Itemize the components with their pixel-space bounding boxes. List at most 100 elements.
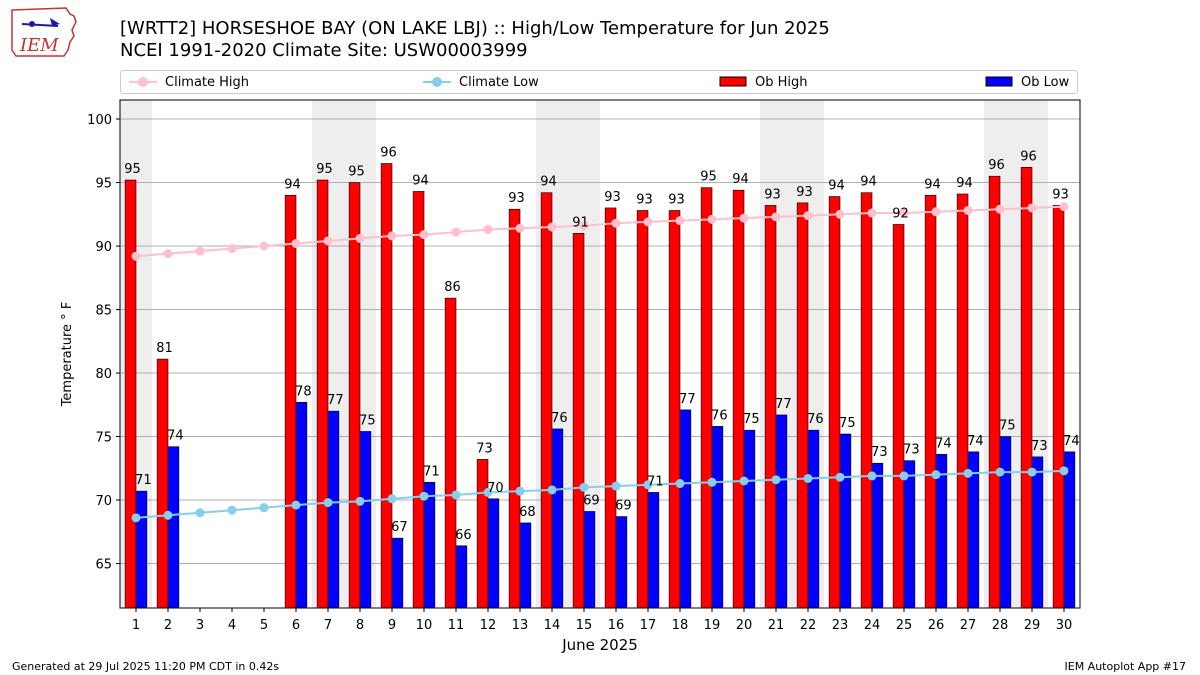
ob-high-value-label: 95 bbox=[348, 165, 365, 180]
ob-low-bar bbox=[423, 481, 436, 609]
x-tick-label: 21 bbox=[768, 618, 785, 633]
ob-low-bar bbox=[551, 428, 564, 609]
legend-item-climate-low: Climate Low bbox=[423, 71, 539, 93]
x-tick-label: 26 bbox=[928, 618, 945, 633]
x-tick-label: 23 bbox=[832, 618, 849, 633]
legend-line-marker-icon bbox=[129, 77, 157, 87]
legend-box-icon bbox=[719, 76, 747, 87]
x-tick-label: 14 bbox=[544, 618, 561, 633]
climate-low-point bbox=[419, 491, 429, 501]
x-tick-label: 6 bbox=[292, 618, 300, 633]
y-tick-label: 100 bbox=[87, 113, 112, 128]
x-tick-label: 18 bbox=[672, 618, 689, 633]
climate-high-point bbox=[387, 231, 397, 241]
x-tick-label: 17 bbox=[640, 618, 657, 633]
climate-low-point bbox=[675, 479, 685, 489]
x-axis-label: June 2025 bbox=[561, 636, 638, 654]
x-tick-label: 1 bbox=[132, 618, 140, 633]
x-tick-label: 9 bbox=[388, 618, 396, 633]
ob-low-bar bbox=[903, 460, 916, 609]
climate-high-point bbox=[899, 208, 909, 218]
climate-low-point bbox=[323, 498, 333, 508]
climate-high-point bbox=[963, 205, 973, 215]
x-tick-label: 29 bbox=[1024, 618, 1041, 633]
climate-high-point bbox=[995, 204, 1005, 214]
climate-high-point bbox=[323, 236, 333, 246]
x-tick-label: 30 bbox=[1056, 618, 1073, 633]
ob-high-value-label: 96 bbox=[1020, 149, 1037, 164]
ob-low-bar bbox=[135, 490, 148, 609]
x-tick-label: 22 bbox=[800, 618, 817, 633]
ob-low-value-label: 76 bbox=[551, 411, 568, 426]
ob-low-bar bbox=[743, 429, 756, 609]
ob-high-value-label: 94 bbox=[860, 175, 877, 190]
ob-high-value-label: 95 bbox=[700, 170, 717, 185]
ob-high-value-label: 73 bbox=[476, 441, 493, 456]
legend-item-climate-high: Climate High bbox=[129, 71, 249, 93]
climate-high-point bbox=[835, 209, 845, 219]
ob-low-bar bbox=[711, 426, 724, 609]
ob-high-bar bbox=[508, 208, 521, 609]
climate-high-point bbox=[355, 233, 365, 243]
ob-low-bar bbox=[1063, 451, 1076, 609]
ob-low-bar bbox=[327, 410, 340, 609]
climate-low-point bbox=[291, 500, 301, 510]
iowa-map-icon: IEM bbox=[11, 7, 77, 57]
ob-low-bar bbox=[519, 522, 532, 609]
ob-high-bar bbox=[604, 207, 617, 609]
ob-low-value-label: 73 bbox=[903, 443, 920, 458]
y-axis-label: Temperature ° F bbox=[60, 302, 75, 408]
climate-high-point bbox=[451, 227, 461, 237]
ob-high-value-label: 94 bbox=[732, 172, 749, 187]
ob-low-bar bbox=[839, 433, 852, 609]
ob-high-bar bbox=[1020, 167, 1033, 609]
ob-high-bar bbox=[988, 175, 1001, 609]
ob-high-bar bbox=[860, 192, 873, 609]
legend-label-climate-high: Climate High bbox=[165, 74, 250, 90]
ob-high-bar bbox=[540, 192, 553, 609]
climate-high-point bbox=[707, 214, 717, 224]
ob-low-value-label: 77 bbox=[327, 393, 344, 408]
climate-low-point bbox=[387, 494, 397, 504]
ob-low-value-label: 71 bbox=[423, 464, 440, 479]
climate-low-point bbox=[995, 467, 1005, 477]
climate-high-point bbox=[483, 225, 493, 235]
ob-high-value-label: 86 bbox=[444, 280, 461, 295]
ob-low-value-label: 66 bbox=[455, 528, 472, 543]
climate-low-point bbox=[899, 471, 909, 481]
ob-low-value-label: 74 bbox=[967, 434, 984, 449]
plot-frame bbox=[119, 99, 1081, 609]
x-tick-label: 11 bbox=[448, 618, 465, 633]
ob-high-value-label: 93 bbox=[796, 185, 813, 200]
ob-low-value-label: 74 bbox=[1063, 434, 1080, 449]
app-id: IEM Autoplot App #17 bbox=[1064, 660, 1187, 673]
x-tick-label: 13 bbox=[512, 618, 529, 633]
y-tick-label: 80 bbox=[95, 367, 112, 382]
x-tick-label: 7 bbox=[324, 618, 332, 633]
logo-text: IEM bbox=[19, 35, 59, 56]
climate-low-point bbox=[1059, 466, 1069, 476]
ob-low-value-label: 73 bbox=[1031, 439, 1048, 454]
ob-high-bar bbox=[732, 189, 745, 609]
ob-low-bar bbox=[455, 545, 468, 609]
climate-low-point bbox=[931, 470, 941, 480]
x-tick-label: 12 bbox=[480, 618, 497, 633]
climate-low-point bbox=[195, 508, 205, 518]
climate-low-point bbox=[163, 510, 173, 520]
climate-high-point bbox=[419, 230, 429, 240]
y-tick-label: 95 bbox=[95, 177, 112, 192]
ob-high-value-label: 94 bbox=[284, 177, 301, 192]
ob-low-value-label: 74 bbox=[167, 429, 184, 444]
ob-high-value-label: 93 bbox=[668, 192, 685, 207]
climate-high-point bbox=[131, 251, 141, 261]
ob-low-value-label: 74 bbox=[935, 436, 952, 451]
ob-low-value-label: 75 bbox=[839, 416, 856, 431]
ob-low-value-label: 76 bbox=[807, 412, 824, 427]
chart-legend: Climate High Climate Low Ob High Ob Low bbox=[120, 70, 1078, 94]
ob-high-bar bbox=[444, 297, 457, 609]
climate-low-line bbox=[135, 469, 1065, 519]
ob-low-value-label: 75 bbox=[359, 413, 376, 428]
climate-high-point bbox=[867, 208, 877, 218]
chart-subtitle: NCEI 1991-2020 Climate Site: USW00003999 bbox=[120, 40, 528, 61]
ob-high-bar bbox=[412, 191, 425, 609]
